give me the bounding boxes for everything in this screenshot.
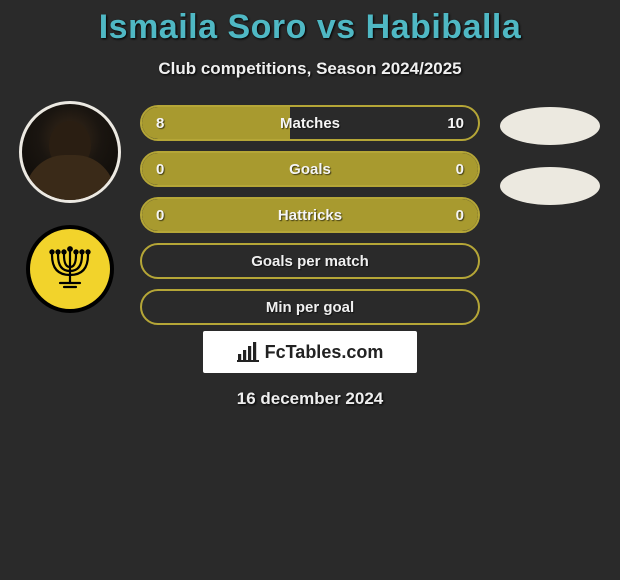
stat-p2-value: 0 [456,207,464,224]
stat-row: 8 Matches 10 [140,105,480,141]
date-text: 16 december 2024 [237,389,384,409]
player1-column [10,101,130,313]
stat-p1-value: 8 [156,115,164,132]
subtitle: Club competitions, Season 2024/2025 [10,59,610,79]
stat-p1-value: 0 [156,161,164,178]
stat-label: Min per goal [266,299,354,316]
stat-row: 0 Goals 0 [140,151,480,187]
brand-text: FcTables.com [265,342,384,363]
stat-p1-value: 0 [156,207,164,224]
player2-avatar-placeholder [500,107,600,145]
comparison-card: Ismaila Soro vs Habiballa Club competiti… [0,0,620,409]
main-row: 8 Matches 10 0 Goals 0 0 Hattricks 0 Goals per ma… [10,101,610,325]
player1-club-badge [26,225,114,313]
stat-label: Hattricks [278,207,342,224]
bar-chart-icon [237,342,259,362]
stat-p2-value: 0 [456,161,464,178]
stat-label: Goals per match [251,253,369,270]
page-title: Ismaila Soro vs Habiballa [10,8,610,47]
stat-label: Matches [280,115,340,132]
stats-column: 8 Matches 10 0 Goals 0 0 Hattricks 0 Goals per ma… [140,101,480,325]
stat-row-empty: Goals per match [140,243,480,279]
stat-p2-value: 10 [447,115,464,132]
club-badge-inner [30,229,110,309]
brand-badge[interactable]: FcTables.com [203,331,417,373]
footer: FcTables.com 16 december 2024 [10,331,610,409]
player1-avatar [19,101,121,203]
stat-row: 0 Hattricks 0 [140,197,480,233]
stat-row-empty: Min per goal [140,289,480,325]
player2-club-placeholder [500,167,600,205]
player2-column [490,101,610,205]
menorah-icon [42,241,98,297]
stat-label: Goals [289,161,331,178]
